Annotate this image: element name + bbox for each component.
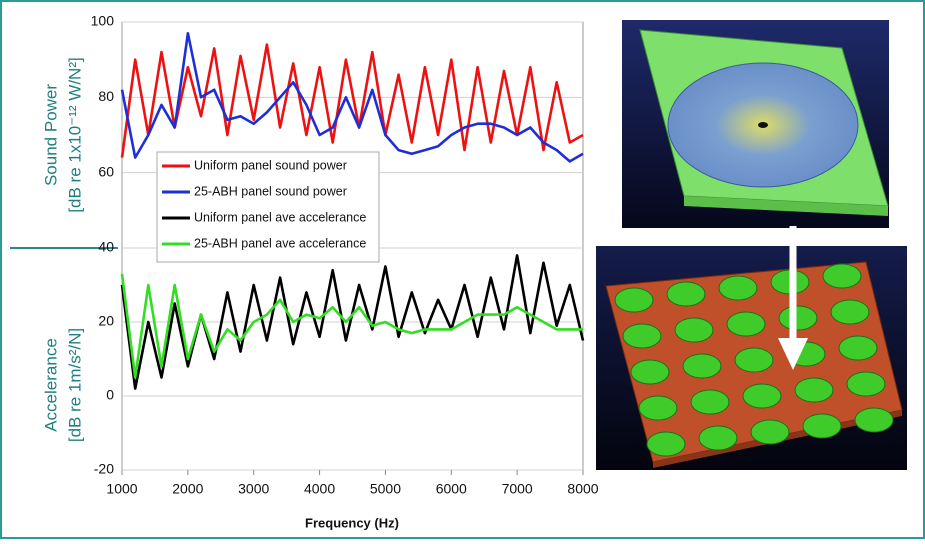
x-tick-label: 4000 xyxy=(304,481,335,497)
y-axis-title: Sound Power xyxy=(41,84,60,186)
y-tick-label: 40 xyxy=(98,239,114,255)
plot-area: 60 80 100 -20 0 20 40 1000 2000 3000 4000 5000 6000 7… xyxy=(91,13,599,497)
abh-dish xyxy=(683,354,721,378)
abh-dish xyxy=(803,414,841,438)
y-axis-title: Accelerance xyxy=(41,338,60,432)
legend-label: 25-ABH panel sound power xyxy=(194,184,347,198)
x-tick-label: 1000 xyxy=(106,481,137,497)
y-tick-label: -20 xyxy=(94,461,114,477)
abh-dish xyxy=(647,432,685,456)
abh-dish xyxy=(831,300,869,324)
fe-model-array xyxy=(596,246,907,470)
x-tick-label: 7000 xyxy=(502,481,533,497)
abh-dish xyxy=(847,372,885,396)
abh-dish xyxy=(719,276,757,300)
abh-dish xyxy=(795,378,833,402)
abh-dish xyxy=(691,390,729,414)
x-tick-label: 8000 xyxy=(567,481,598,497)
abh-dish xyxy=(727,312,765,336)
y-tick-label: 80 xyxy=(98,88,114,104)
abh-dish xyxy=(839,336,877,360)
series-line xyxy=(122,45,583,158)
series-line xyxy=(122,274,583,378)
abh-dish xyxy=(743,384,781,408)
abh-dish xyxy=(823,264,861,288)
abh-center xyxy=(758,122,768,128)
x-axis-title: Frequency (Hz) xyxy=(305,515,399,530)
legend: Uniform panel sound power 25-ABH panel so… xyxy=(157,152,379,262)
abh-dish xyxy=(699,426,737,450)
x-tick-label: 6000 xyxy=(436,481,467,497)
abh-dish xyxy=(855,408,893,432)
y-tick-label: 100 xyxy=(91,13,115,29)
legend-label: 25-ABH panel ave accelerance xyxy=(194,236,366,250)
y-tick-label: 0 xyxy=(106,387,114,403)
x-tick-label: 3000 xyxy=(238,481,269,497)
abh-dish xyxy=(623,324,661,348)
plot-border xyxy=(122,248,583,470)
y-axis-units: [dB re 1x10⁻¹² W/N²] xyxy=(65,57,84,212)
abh-dish xyxy=(639,396,677,420)
y-tick-label: 60 xyxy=(98,163,114,179)
abh-dish xyxy=(667,282,705,306)
legend-label: Uniform panel ave accelerance xyxy=(194,210,366,224)
abh-dish xyxy=(779,306,817,330)
abh-dish xyxy=(615,288,653,312)
x-tick-label: 2000 xyxy=(172,481,203,497)
abh-dish xyxy=(675,318,713,342)
axis-titles: Sound Power [dB re 1x10⁻¹² W/N²] Acceler… xyxy=(41,57,398,530)
page: Sound Power [dB re 1x10⁻¹² W/N²] Acceler… xyxy=(0,0,925,539)
fe-model-single xyxy=(622,20,889,228)
y-axis-units: [dB re 1m/s²/N] xyxy=(65,328,84,442)
abh-dish xyxy=(631,360,669,384)
x-tick-label: 5000 xyxy=(370,481,401,497)
abh-dish xyxy=(735,348,773,372)
abh-dish xyxy=(751,420,789,444)
y-tick-label: 20 xyxy=(98,313,114,329)
legend-label: Uniform panel sound power xyxy=(194,158,347,172)
